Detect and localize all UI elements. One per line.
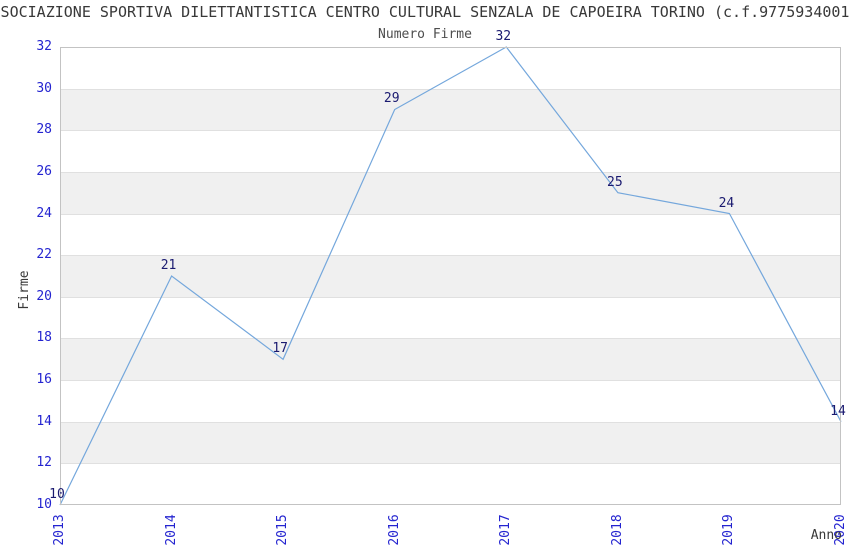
x-tick-label: 2019 [721, 514, 737, 546]
chart-title: ASSOCIAZIONE SPORTIVA DILETTANTISTICA CE… [0, 3, 850, 21]
gridline [60, 463, 841, 464]
x-tick-label: 2016 [386, 514, 402, 546]
chart-subtitle: Numero Firme [378, 27, 472, 42]
series-line-svg [59, 46, 842, 506]
y-tick-label: 16 [36, 372, 52, 388]
x-axis-title: Anno [810, 528, 842, 543]
data-point-label: 10 [49, 487, 65, 502]
y-tick-label: 22 [36, 247, 52, 263]
x-tick-label: 2017 [498, 514, 514, 546]
grid-band [60, 421, 841, 464]
x-tick-label: 2015 [275, 514, 291, 546]
gridline [60, 172, 841, 173]
gridline [60, 338, 841, 339]
y-tick-label: 30 [36, 80, 52, 96]
y-tick-label: 20 [36, 288, 52, 304]
data-point-label: 21 [160, 258, 177, 273]
y-tick-label: 26 [36, 163, 52, 179]
gridline [60, 380, 841, 381]
gridline [60, 214, 841, 215]
data-point-label: 32 [495, 29, 512, 44]
y-tick-label: 10 [36, 497, 52, 512]
gridline [60, 422, 841, 423]
x-tick-label: 2013 [52, 514, 67, 546]
data-point-label: 29 [383, 91, 400, 107]
plot-area [59, 46, 842, 506]
y-tick-label: 28 [36, 122, 52, 138]
y-axis-title: Firme [17, 270, 32, 310]
gridline [60, 89, 841, 90]
grid-band [60, 88, 841, 131]
x-tick-label: 2018 [609, 514, 625, 546]
data-point-label: 24 [718, 195, 735, 211]
y-tick-label: 32 [36, 39, 52, 54]
y-tick-label: 18 [36, 330, 52, 346]
data-point-label: 25 [607, 174, 623, 190]
y-tick-label: 12 [36, 455, 52, 471]
gridline [60, 255, 841, 256]
grid-band [60, 171, 841, 214]
y-tick-label: 14 [36, 413, 52, 429]
data-point-label: 14 [830, 403, 846, 419]
gridline [60, 297, 841, 298]
gridline [60, 130, 841, 131]
x-tick-label: 2014 [163, 514, 179, 546]
data-point-label: 17 [272, 341, 288, 357]
series-line [59, 46, 842, 506]
y-tick-label: 24 [36, 205, 52, 221]
grid-band [60, 338, 841, 381]
